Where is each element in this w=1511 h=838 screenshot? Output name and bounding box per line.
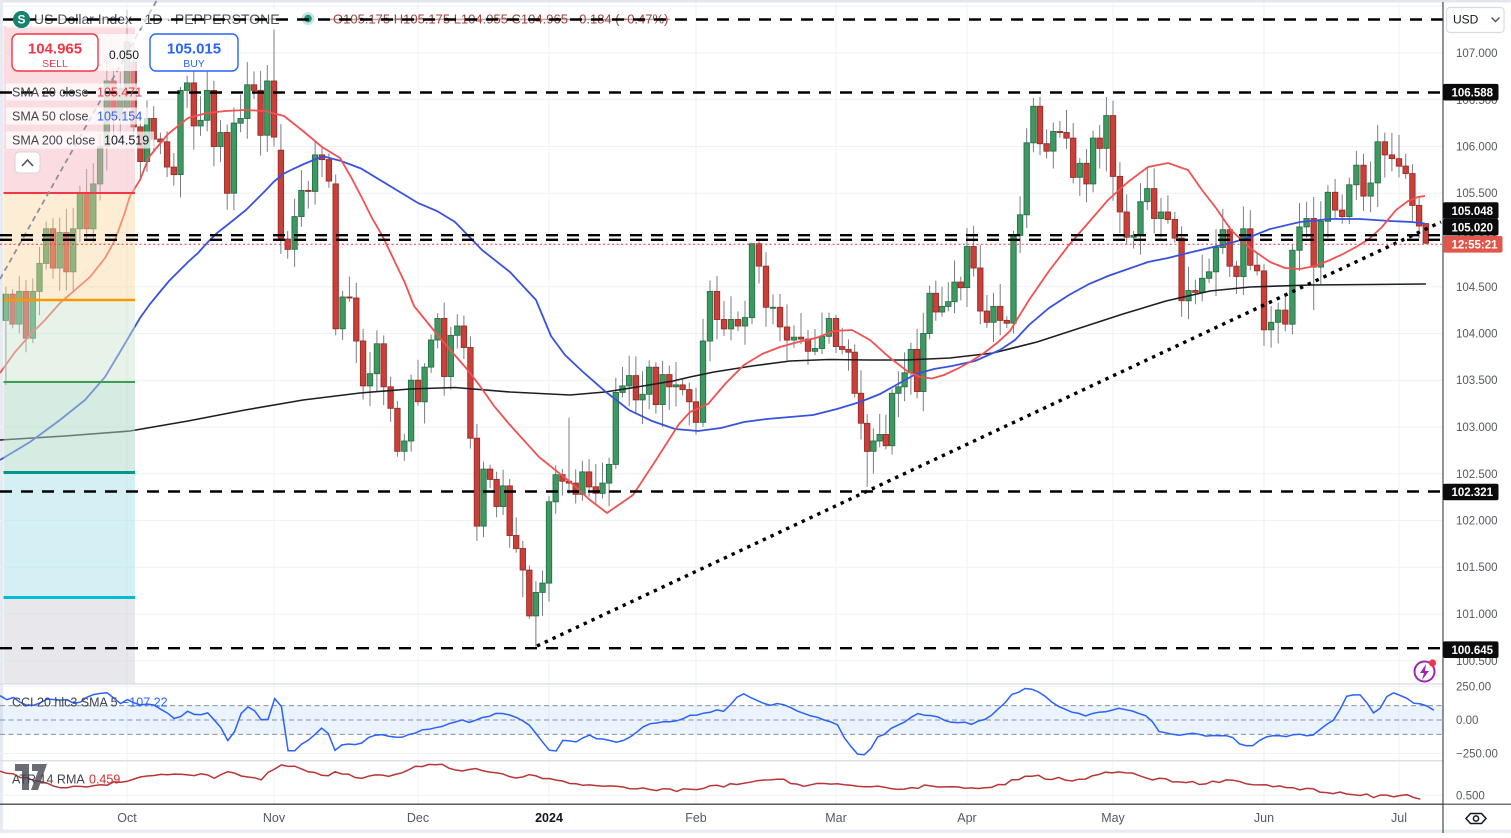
svg-text:0.500: 0.500 — [1456, 790, 1485, 802]
svg-text:106.000: 106.000 — [1456, 142, 1498, 154]
svg-text:103.500: 103.500 — [1456, 375, 1498, 387]
svg-text:ATR 14 RMA: ATR 14 RMA — [12, 773, 85, 787]
svg-text:SMA 50 close: SMA 50 close — [12, 110, 88, 124]
svg-text:2024: 2024 — [535, 811, 563, 825]
svg-text:0.00: 0.00 — [1456, 715, 1478, 727]
svg-text:102.000: 102.000 — [1456, 516, 1498, 528]
svg-text:Dec: Dec — [407, 811, 429, 825]
svg-text:105.048: 105.048 — [1452, 206, 1494, 218]
svg-text:104.519: 104.519 — [104, 134, 149, 148]
svg-text:106.588: 106.588 — [1452, 87, 1494, 99]
svg-text:0.459: 0.459 — [89, 773, 120, 787]
svg-text:105.471: 105.471 — [97, 86, 142, 100]
svg-text:S: S — [17, 13, 25, 27]
svg-text:105.500: 105.500 — [1456, 188, 1498, 200]
svg-text:Apr: Apr — [957, 811, 976, 825]
svg-text:104.500: 104.500 — [1456, 282, 1498, 294]
svg-text:Oct: Oct — [117, 811, 137, 825]
svg-text:12:55:21: 12:55:21 — [1452, 240, 1499, 252]
svg-text:BUY: BUY — [183, 58, 205, 70]
svg-text:Mar: Mar — [825, 811, 847, 825]
svg-text:Feb: Feb — [685, 811, 707, 825]
svg-text:CCI 20 hlc3 SMA 5: CCI 20 hlc3 SMA 5 — [12, 696, 118, 710]
svg-text:102.500: 102.500 — [1456, 469, 1498, 481]
svg-text:105.015: 105.015 — [167, 41, 221, 58]
svg-text:105.020: 105.020 — [1452, 222, 1494, 234]
svg-text:SELL: SELL — [42, 58, 68, 70]
svg-text:Jun: Jun — [1254, 811, 1274, 825]
svg-text:−107.22: −107.22 — [122, 696, 168, 710]
svg-text:101.000: 101.000 — [1456, 609, 1498, 621]
svg-text:101.500: 101.500 — [1456, 562, 1498, 574]
svg-text:105.154: 105.154 — [97, 110, 142, 124]
svg-text:103.000: 103.000 — [1456, 422, 1498, 434]
svg-text:0.050: 0.050 — [109, 48, 139, 62]
svg-text:SMA 200 close: SMA 200 close — [12, 134, 95, 148]
svg-text:104.965: 104.965 — [28, 41, 82, 58]
svg-text:250.00: 250.00 — [1456, 682, 1491, 694]
svg-text:USD: USD — [1453, 13, 1479, 27]
svg-text:May: May — [1101, 811, 1125, 825]
svg-text:104.000: 104.000 — [1456, 329, 1498, 341]
svg-text:Nov: Nov — [263, 811, 286, 825]
svg-text:SMA 20 close: SMA 20 close — [12, 86, 88, 100]
svg-text:100.645: 100.645 — [1452, 645, 1494, 657]
svg-text:107.000: 107.000 — [1456, 48, 1498, 60]
svg-text:−250.00: −250.00 — [1456, 748, 1498, 760]
svg-text:Jul: Jul — [1391, 811, 1407, 825]
svg-text:102.321: 102.321 — [1452, 487, 1494, 499]
